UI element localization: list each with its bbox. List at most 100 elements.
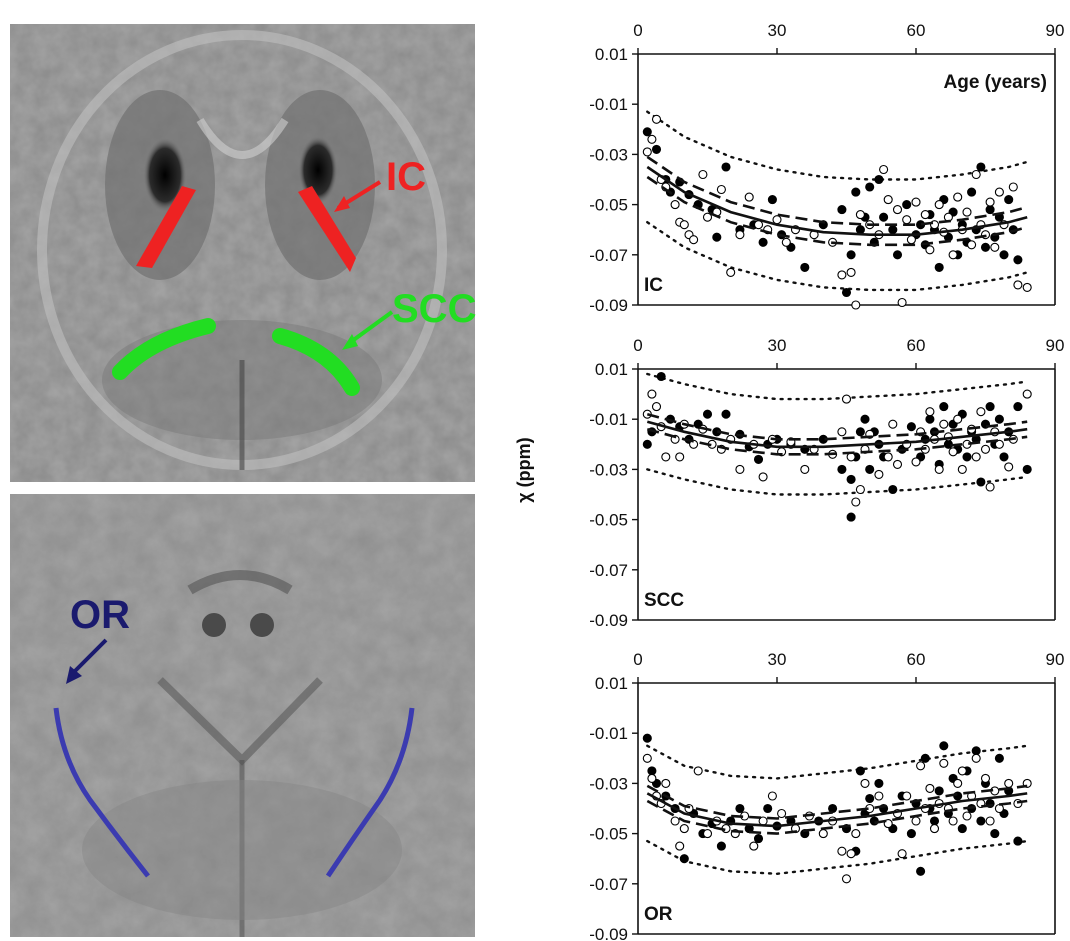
x-tick-label: 60 xyxy=(907,21,926,40)
confidence-band-upper xyxy=(646,155,1028,226)
data-point-filled xyxy=(767,195,777,205)
data-point-open xyxy=(851,829,861,839)
data-point-filled xyxy=(999,452,1009,462)
data-point-open xyxy=(985,482,995,492)
x-tick-label: 30 xyxy=(768,336,787,355)
data-point-filled xyxy=(906,422,916,432)
data-point-filled xyxy=(985,402,995,412)
chart-panel-or: 0.01 -0.01 -0.03 -0.05 -0.07 -0.09 0 30 60 90 OR xyxy=(589,650,1064,941)
data-point-filled xyxy=(994,414,1004,424)
data-point-open xyxy=(818,829,828,839)
data-point-filled xyxy=(846,512,856,522)
data-point-open xyxy=(953,414,963,424)
data-point-filled xyxy=(753,834,764,844)
data-point-open xyxy=(920,210,930,220)
data-point-filled xyxy=(892,250,903,260)
data-point-open xyxy=(879,164,889,175)
ic-arrow-head xyxy=(334,196,350,212)
data-point-open xyxy=(1022,389,1032,399)
y-tick-label: -0.01 xyxy=(589,95,628,114)
confidence-band-upper xyxy=(646,784,1028,820)
or-overlay-right xyxy=(325,707,415,878)
chart-panel-scc: 0.01 -0.01 -0.03 -0.05 -0.07 -0.09 0 30 60 90 SCC xyxy=(589,336,1064,630)
data-point-open xyxy=(925,245,935,255)
data-point-open xyxy=(758,472,768,482)
data-point-filled xyxy=(702,409,713,419)
confidence-band-upper xyxy=(646,412,1028,441)
data-point-open xyxy=(874,469,884,479)
scc-overlay-right xyxy=(272,328,360,396)
data-point-open xyxy=(837,846,847,856)
data-point-open xyxy=(846,267,856,277)
data-point-open xyxy=(679,220,689,230)
data-point-open xyxy=(948,447,958,457)
data-point-open xyxy=(962,811,972,821)
y-tick-label: -0.03 xyxy=(589,460,628,479)
data-point-filled xyxy=(916,866,926,876)
data-point-filled xyxy=(1022,464,1032,474)
data-point-filled xyxy=(642,733,652,743)
y-tick-label: -0.01 xyxy=(589,724,628,743)
data-point-open xyxy=(953,192,963,202)
data-point-filled xyxy=(934,786,944,796)
data-point-open xyxy=(888,419,898,429)
x-axis-title: Age (years) xyxy=(944,72,1048,93)
or-overlay-left xyxy=(53,707,150,878)
data-point-open xyxy=(925,407,935,417)
data-point-filled xyxy=(651,144,662,154)
prediction-band-lower xyxy=(646,839,1029,876)
x-tick-label: 30 xyxy=(768,650,787,669)
ic-overlay-left xyxy=(136,186,196,268)
data-point-filled xyxy=(721,409,731,419)
data-point-open xyxy=(753,220,764,230)
scc-arrow-head xyxy=(342,334,358,350)
data-point-filled xyxy=(925,414,935,424)
data-point-filled xyxy=(976,162,986,172)
data-point-open xyxy=(962,207,972,217)
data-point-filled xyxy=(716,841,726,851)
or-label: OR xyxy=(70,593,130,637)
prediction-band-lower xyxy=(646,221,1029,292)
data-point-open xyxy=(902,791,912,801)
data-point-open xyxy=(767,791,777,801)
data-point-open xyxy=(670,200,680,210)
data-point-filled xyxy=(721,162,731,172)
data-point-open xyxy=(642,147,652,157)
y-tick-label: -0.09 xyxy=(589,925,628,941)
y-tick-label: -0.07 xyxy=(589,246,628,265)
data-point-open xyxy=(777,808,787,819)
data-point-open xyxy=(980,444,991,454)
data-point-open xyxy=(855,210,865,220)
data-point-open xyxy=(892,205,903,215)
data-point-filled xyxy=(994,753,1004,763)
data-point-open xyxy=(980,773,991,783)
data-point-open xyxy=(651,114,662,124)
data-point-open xyxy=(985,197,995,207)
data-point-open xyxy=(647,134,657,144)
data-point-open xyxy=(929,824,940,834)
data-point-open xyxy=(679,824,689,834)
data-point-open xyxy=(647,389,657,399)
data-point-open xyxy=(837,427,847,437)
data-point-open xyxy=(934,464,944,474)
confidence-band-lower xyxy=(646,427,1028,456)
data-point-open xyxy=(651,402,662,412)
y-tick-label: 0.01 xyxy=(595,45,628,64)
data-point-open xyxy=(953,778,963,788)
x-tick-label: 0 xyxy=(633,21,642,40)
data-point-filled xyxy=(865,464,875,474)
data-point-filled xyxy=(656,371,666,382)
y-tick-label: 0.01 xyxy=(595,360,628,379)
data-point-open xyxy=(851,300,861,310)
panel-label: OR xyxy=(644,904,673,925)
data-point-filled xyxy=(860,414,870,424)
data-point-open xyxy=(661,778,671,788)
data-point-filled xyxy=(929,816,940,826)
data-point-open xyxy=(735,230,745,240)
data-point-open xyxy=(670,816,680,826)
data-point-filled xyxy=(985,205,995,215)
data-point-filled xyxy=(712,232,722,242)
data-point-filled xyxy=(841,287,852,298)
data-point-open xyxy=(911,457,921,467)
data-point-open xyxy=(781,237,791,247)
